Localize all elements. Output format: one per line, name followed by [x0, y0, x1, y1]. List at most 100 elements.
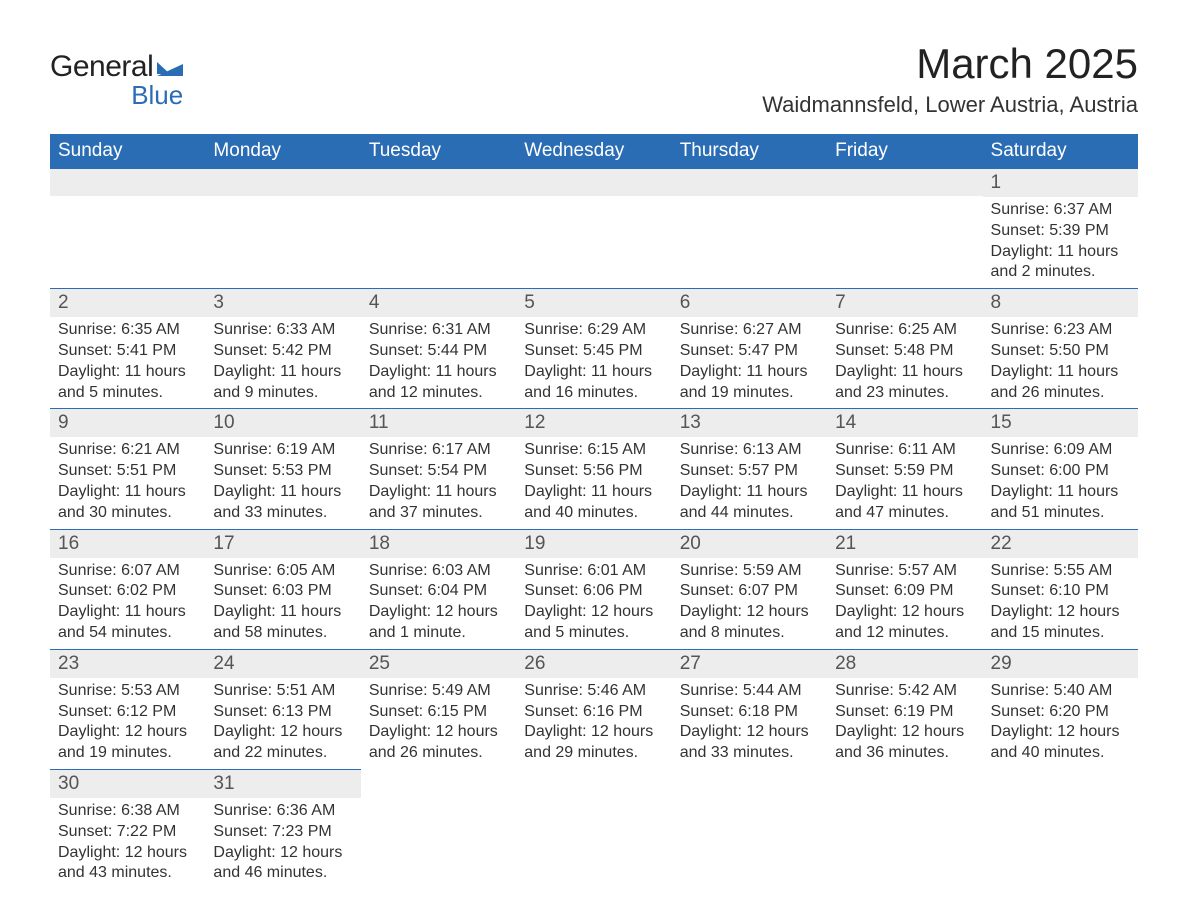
day-details: Sunrise: 6:13 AMSunset: 5:57 PMDaylight:…	[672, 437, 827, 528]
daylight-text-1: Daylight: 12 hours	[680, 602, 819, 623]
daylight-text-2: and 5 minutes.	[524, 623, 663, 644]
calendar-cell-content: Sunrise: 5:55 AMSunset: 6:10 PMDaylight:…	[983, 558, 1138, 650]
daylight-text-1: Daylight: 11 hours	[991, 242, 1130, 263]
sunrise-text: Sunrise: 6:07 AM	[58, 561, 197, 582]
daylight-text-2: and 36 minutes.	[835, 743, 974, 764]
calendar-cell-num: 9	[50, 409, 205, 438]
day-number: 13	[672, 409, 827, 437]
daylight-text-1: Daylight: 11 hours	[213, 482, 352, 503]
calendar-cell-content	[983, 798, 1138, 889]
calendar-cell-num: 11	[361, 409, 516, 438]
sunset-text: Sunset: 6:00 PM	[991, 461, 1130, 482]
daylight-text-1: Daylight: 11 hours	[369, 362, 508, 383]
calendar-cell-content: Sunrise: 6:21 AMSunset: 5:51 PMDaylight:…	[50, 437, 205, 529]
day-number: 1	[983, 169, 1138, 197]
day-details: Sunrise: 6:29 AMSunset: 5:45 PMDaylight:…	[516, 317, 671, 408]
daylight-text-2: and 12 minutes.	[835, 623, 974, 644]
day-details: Sunrise: 6:15 AMSunset: 5:56 PMDaylight:…	[516, 437, 671, 528]
week-daynum-row: 2345678	[50, 289, 1138, 318]
week-daynum-row: 23242526272829	[50, 649, 1138, 678]
sunset-text: Sunset: 5:45 PM	[524, 341, 663, 362]
daylight-text-2: and 33 minutes.	[680, 743, 819, 764]
weekday-header: Friday	[827, 134, 982, 169]
calendar-cell-num: 27	[672, 649, 827, 678]
calendar-cell-content	[516, 197, 671, 289]
day-details: Sunrise: 6:19 AMSunset: 5:53 PMDaylight:…	[205, 437, 360, 528]
calendar-cell-content	[361, 197, 516, 289]
daylight-text-1: Daylight: 12 hours	[835, 602, 974, 623]
daylight-text-2: and 40 minutes.	[991, 743, 1130, 764]
day-number: 14	[827, 409, 982, 437]
calendar-cell-num: 1	[983, 169, 1138, 198]
daylight-text-1: Daylight: 12 hours	[213, 843, 352, 864]
sunset-text: Sunset: 6:12 PM	[58, 702, 197, 723]
day-details: Sunrise: 6:11 AMSunset: 5:59 PMDaylight:…	[827, 437, 982, 528]
sunset-text: Sunset: 5:54 PM	[369, 461, 508, 482]
calendar-cell-num: 12	[516, 409, 671, 438]
sunset-text: Sunset: 5:56 PM	[524, 461, 663, 482]
weekday-header: Tuesday	[361, 134, 516, 169]
day-number: 4	[361, 289, 516, 317]
sunset-text: Sunset: 5:47 PM	[680, 341, 819, 362]
calendar-cell-content: Sunrise: 6:38 AMSunset: 7:22 PMDaylight:…	[50, 798, 205, 889]
sunrise-text: Sunrise: 5:53 AM	[58, 681, 197, 702]
calendar-cell-content: Sunrise: 6:13 AMSunset: 5:57 PMDaylight:…	[672, 437, 827, 529]
calendar-cell-num: 16	[50, 529, 205, 558]
sunset-text: Sunset: 6:02 PM	[58, 581, 197, 602]
day-details: Sunrise: 6:09 AMSunset: 6:00 PMDaylight:…	[983, 437, 1138, 528]
daylight-text-2: and 22 minutes.	[213, 743, 352, 764]
day-details: Sunrise: 6:38 AMSunset: 7:22 PMDaylight:…	[50, 798, 205, 889]
week-daynum-row: 3031	[50, 769, 1138, 798]
calendar-cell-num: 22	[983, 529, 1138, 558]
calendar-cell-content: Sunrise: 6:11 AMSunset: 5:59 PMDaylight:…	[827, 437, 982, 529]
daylight-text-2: and 19 minutes.	[680, 383, 819, 404]
flag-icon	[157, 58, 183, 76]
day-number: 21	[827, 530, 982, 558]
daylight-text-2: and 2 minutes.	[991, 262, 1130, 283]
calendar-cell-num	[983, 769, 1138, 798]
daylight-text-2: and 46 minutes.	[213, 863, 352, 884]
daylight-text-1: Daylight: 12 hours	[680, 722, 819, 743]
sunset-text: Sunset: 5:44 PM	[369, 341, 508, 362]
day-number: 25	[361, 650, 516, 678]
weekday-header: Monday	[205, 134, 360, 169]
sunrise-text: Sunrise: 5:59 AM	[680, 561, 819, 582]
weekday-header-row: Sunday Monday Tuesday Wednesday Thursday…	[50, 134, 1138, 169]
calendar-cell-num	[205, 169, 360, 198]
day-details: Sunrise: 6:03 AMSunset: 6:04 PMDaylight:…	[361, 558, 516, 649]
daylight-text-2: and 43 minutes.	[58, 863, 197, 884]
daylight-text-1: Daylight: 12 hours	[524, 602, 663, 623]
calendar-cell-num: 7	[827, 289, 982, 318]
day-details: Sunrise: 5:44 AMSunset: 6:18 PMDaylight:…	[672, 678, 827, 769]
page-header: General Blue March 2025 Waidmannsfeld, L…	[50, 40, 1138, 128]
sunrise-text: Sunrise: 6:38 AM	[58, 801, 197, 822]
sunrise-text: Sunrise: 6:33 AM	[213, 320, 352, 341]
daylight-text-1: Daylight: 12 hours	[58, 843, 197, 864]
day-number: 12	[516, 409, 671, 437]
month-title: March 2025	[762, 40, 1138, 88]
day-number: 29	[983, 650, 1138, 678]
calendar-cell-content: Sunrise: 5:53 AMSunset: 6:12 PMDaylight:…	[50, 678, 205, 770]
daylight-text-2: and 30 minutes.	[58, 503, 197, 524]
calendar-cell-num	[361, 769, 516, 798]
day-details: Sunrise: 6:01 AMSunset: 6:06 PMDaylight:…	[516, 558, 671, 649]
day-details: Sunrise: 6:35 AMSunset: 5:41 PMDaylight:…	[50, 317, 205, 408]
calendar-cell-num: 14	[827, 409, 982, 438]
daylight-text-1: Daylight: 11 hours	[524, 362, 663, 383]
day-details: Sunrise: 5:57 AMSunset: 6:09 PMDaylight:…	[827, 558, 982, 649]
calendar-cell-content	[361, 798, 516, 889]
sunset-text: Sunset: 5:42 PM	[213, 341, 352, 362]
calendar-cell-content: Sunrise: 5:44 AMSunset: 6:18 PMDaylight:…	[672, 678, 827, 770]
daylight-text-1: Daylight: 12 hours	[524, 722, 663, 743]
calendar-cell-content: Sunrise: 6:35 AMSunset: 5:41 PMDaylight:…	[50, 317, 205, 409]
day-number: 18	[361, 530, 516, 558]
day-number: 2	[50, 289, 205, 317]
calendar-cell-num: 26	[516, 649, 671, 678]
week-daynum-row: 9101112131415	[50, 409, 1138, 438]
sunrise-text: Sunrise: 5:40 AM	[991, 681, 1130, 702]
day-number: 15	[983, 409, 1138, 437]
daylight-text-1: Daylight: 12 hours	[991, 722, 1130, 743]
calendar-cell-num	[361, 169, 516, 198]
calendar-cell-num: 24	[205, 649, 360, 678]
day-number: 31	[205, 770, 360, 798]
